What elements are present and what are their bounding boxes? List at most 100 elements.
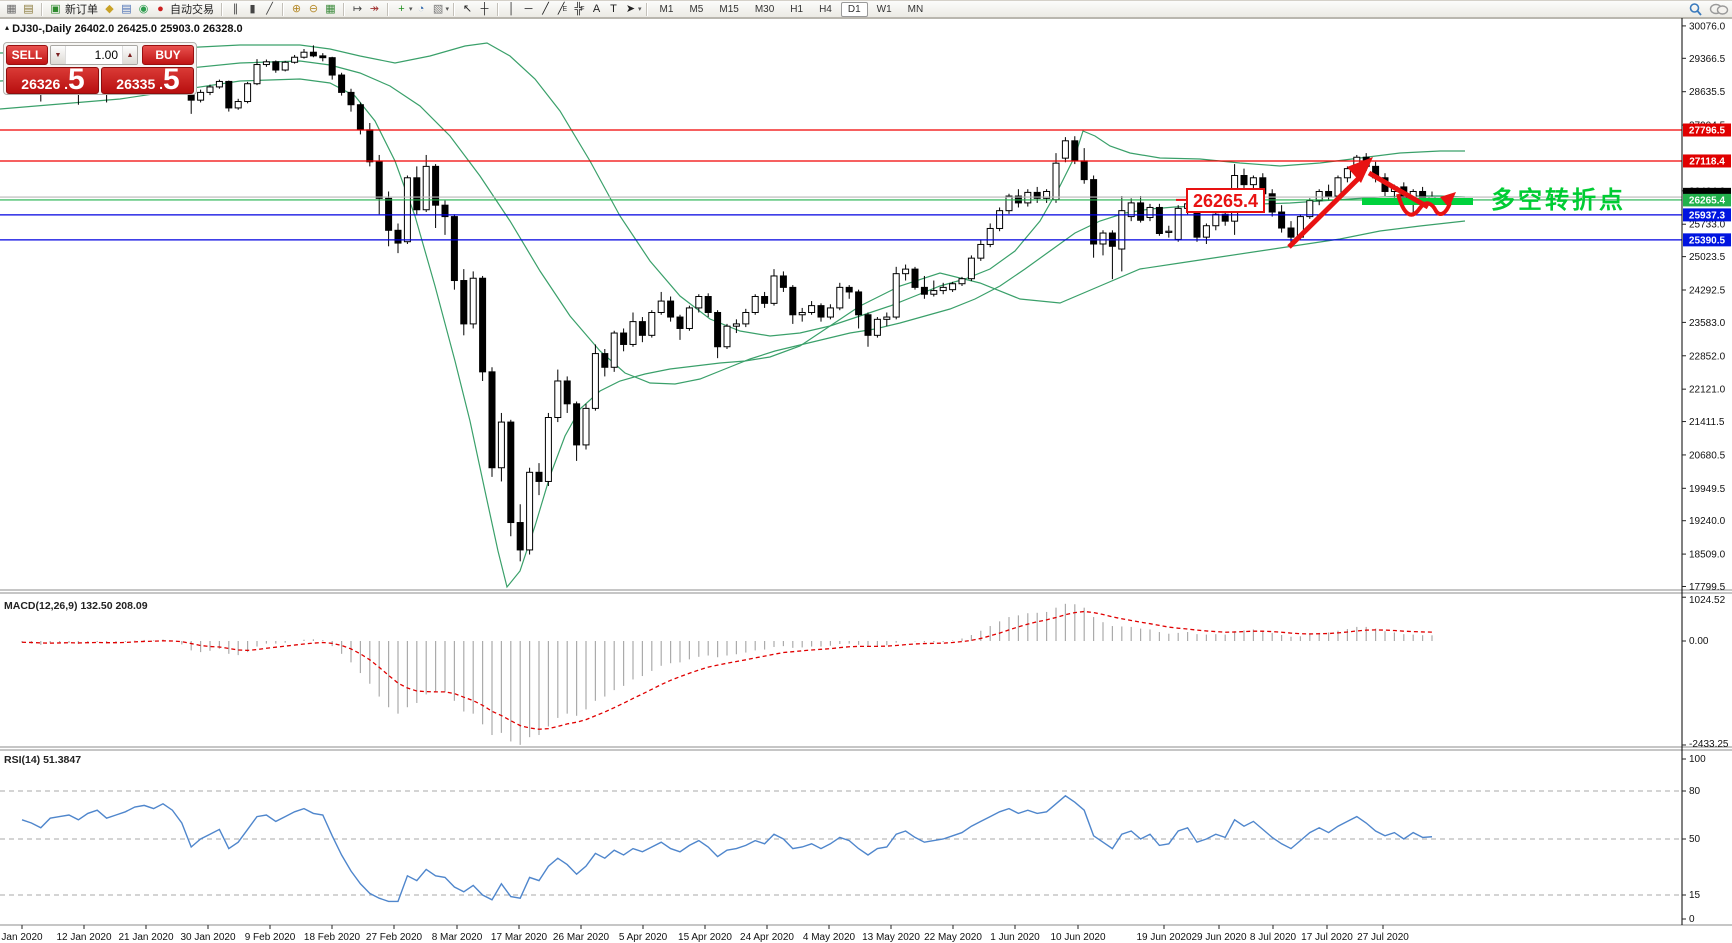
candle-body xyxy=(375,161,383,199)
tile-windows-icon[interactable]: ▦ xyxy=(325,2,336,15)
timeframe-button-m30[interactable]: M30 xyxy=(754,3,775,15)
rsi-line xyxy=(21,794,1433,903)
candle-body xyxy=(723,325,731,348)
text-tool-icon[interactable]: A xyxy=(592,2,601,15)
zoom-in-icon[interactable]: ⊕ xyxy=(291,2,302,15)
price-tick-label: 19240.0 xyxy=(1689,516,1726,527)
candle-body xyxy=(685,307,693,329)
time-tick-label: 13 May 2020 xyxy=(862,932,920,943)
chart-profiles-icon[interactable]: ▤ xyxy=(23,2,34,15)
buy-button[interactable]: BUY xyxy=(142,45,194,65)
candle-body xyxy=(394,229,402,244)
timeframe-button-d1[interactable]: D1 xyxy=(840,1,868,17)
candle-body xyxy=(779,275,787,288)
autotrading-label[interactable]: 自动交易 xyxy=(170,4,214,16)
candle-body xyxy=(996,210,1004,229)
time-tick-label: 15 Apr 2020 xyxy=(678,932,732,943)
price-tick-label: 22121.0 xyxy=(1689,385,1726,396)
radar-icon[interactable]: ◉ xyxy=(138,2,149,15)
candle-body xyxy=(789,286,797,316)
axis-badge-26265.4 xyxy=(1683,193,1731,207)
timeframe-button-h1[interactable]: H1 xyxy=(790,3,804,15)
zoom-out-icon[interactable]: ⊖ xyxy=(308,2,319,15)
candle-body xyxy=(1043,190,1051,199)
new-order-label[interactable]: 新订单 xyxy=(65,4,98,16)
timeframe-button-h4[interactable]: H4 xyxy=(819,3,832,15)
period-clock-icon[interactable]: ◔ xyxy=(417,2,425,15)
volume-decrease-button[interactable]: ▼ xyxy=(51,46,65,64)
price-tick-label: 23583.0 xyxy=(1689,318,1726,329)
rsi-indicator-label: RSI(14) 51.3847 xyxy=(4,754,82,766)
text-label-tool-icon[interactable]: T xyxy=(610,2,617,15)
trend-up-arrowhead xyxy=(1347,157,1373,183)
toolbar-separator xyxy=(41,2,43,16)
timeframe-button-w1[interactable]: W1 xyxy=(876,3,892,15)
sell-price-display[interactable]: 26326 .5 xyxy=(6,65,99,95)
candle-body xyxy=(516,522,524,551)
macd-tick-label: 1024.52 xyxy=(1689,595,1726,606)
candle-body xyxy=(554,380,562,419)
line-chart-mode-icon[interactable]: ╱ xyxy=(266,2,273,15)
templates-icon[interactable]: ▧ xyxy=(432,2,444,15)
timeframe-button-mn[interactable]: MN xyxy=(907,3,924,15)
axis-badge-text: 25937.3 xyxy=(1689,210,1726,221)
timeframe-button-m15[interactable]: M15 xyxy=(719,3,739,15)
timeframe-button-m5[interactable]: M5 xyxy=(689,3,704,15)
candle-body xyxy=(986,227,994,245)
candle-body xyxy=(892,273,900,318)
time-tick-label: 1 Jun 2020 xyxy=(990,932,1040,943)
candle-body xyxy=(1005,195,1013,212)
rsi-pane xyxy=(0,790,1682,903)
candle-body xyxy=(1240,175,1248,186)
candle-body xyxy=(441,204,449,218)
history-center-icon[interactable]: ▤ xyxy=(121,2,132,15)
chart-shift-icon[interactable]: ↦ xyxy=(352,2,363,15)
timeframe-button-m1[interactable]: M1 xyxy=(659,3,674,15)
cursor-tool-icon[interactable]: ↖ xyxy=(462,2,473,15)
horizontal-line-tool-icon[interactable]: ─ xyxy=(524,2,533,15)
time-axis-scale[interactable]: Jan 2020 12 Jan 2020 21 Jan 2020 30 Jan 202… xyxy=(1,925,1409,943)
vertical-line-tool-icon[interactable]: │ xyxy=(508,2,515,15)
candlestick-mode-icon[interactable]: ▮ xyxy=(249,2,256,15)
candle-body xyxy=(1249,177,1257,186)
candle-body xyxy=(873,318,881,336)
axis-badge-27796.5 xyxy=(1683,123,1731,137)
candle-body xyxy=(808,305,816,313)
arrows-tool-icon[interactable]: ➤ xyxy=(625,2,636,15)
add-indicator-icon-dropdown[interactable]: ▾ xyxy=(409,6,413,13)
axis-badge-text: 25390.5 xyxy=(1689,235,1726,246)
candle-body xyxy=(1212,213,1220,227)
search-icon[interactable] xyxy=(1688,2,1704,17)
add-indicator-icon[interactable]: + xyxy=(398,2,405,15)
volume-increase-button[interactable]: ▲ xyxy=(123,46,137,64)
candle-body xyxy=(544,417,552,482)
templates-icon-dropdown[interactable]: ▾ xyxy=(445,6,450,13)
chat-icon[interactable] xyxy=(1709,2,1729,17)
chart-area[interactable]: 多空转折点26265.430076.029366.528635.527904.5… xyxy=(0,18,1732,943)
one-click-trading-panel: SELL ▼ ▲ BUY 26326 .5 26335 .5 xyxy=(3,42,197,95)
time-tick-label: 22 May 2020 xyxy=(924,932,982,943)
candle-body xyxy=(356,104,364,131)
volume-input[interactable] xyxy=(65,46,123,64)
gold-icon[interactable]: ◆ xyxy=(105,2,114,15)
price-axis-scale[interactable]: 30076.029366.528635.527904.526464.025733… xyxy=(1682,21,1731,925)
crosshair-tool-icon[interactable]: ┼ xyxy=(480,2,489,15)
auto-scroll-icon[interactable]: ↠ xyxy=(369,2,380,15)
buy-price-fraction: 5 xyxy=(163,63,180,96)
price-callout-box[interactable] xyxy=(1186,188,1265,213)
candle-body xyxy=(620,332,628,345)
price-chart-canvas[interactable]: 多空转折点26265.430076.029366.528635.527904.5… xyxy=(0,18,1732,943)
new-chart-icon[interactable]: ▦ xyxy=(6,2,17,15)
autotrading-icon[interactable]: ● xyxy=(157,2,164,15)
bar-chart-mode-icon[interactable]: ∥ xyxy=(232,2,239,15)
time-tick-label: 12 Jan 2020 xyxy=(56,932,111,943)
candle-body xyxy=(244,83,252,103)
fibonacci-tool-icon[interactable]: ╬ F xyxy=(574,2,585,15)
new-order-icon[interactable]: ▣ xyxy=(50,2,61,15)
turning-point-text[interactable]: 多空转折点 xyxy=(1491,186,1626,214)
trendline-tool-icon[interactable]: ╱ xyxy=(542,2,549,15)
buy-price-display[interactable]: 26335 .5 xyxy=(101,63,194,96)
channel-tool-icon[interactable]: ╱ E xyxy=(557,2,568,15)
arrows-tool-icon-dropdown[interactable]: ▾ xyxy=(638,6,642,13)
sell-button[interactable]: SELL xyxy=(6,45,48,65)
